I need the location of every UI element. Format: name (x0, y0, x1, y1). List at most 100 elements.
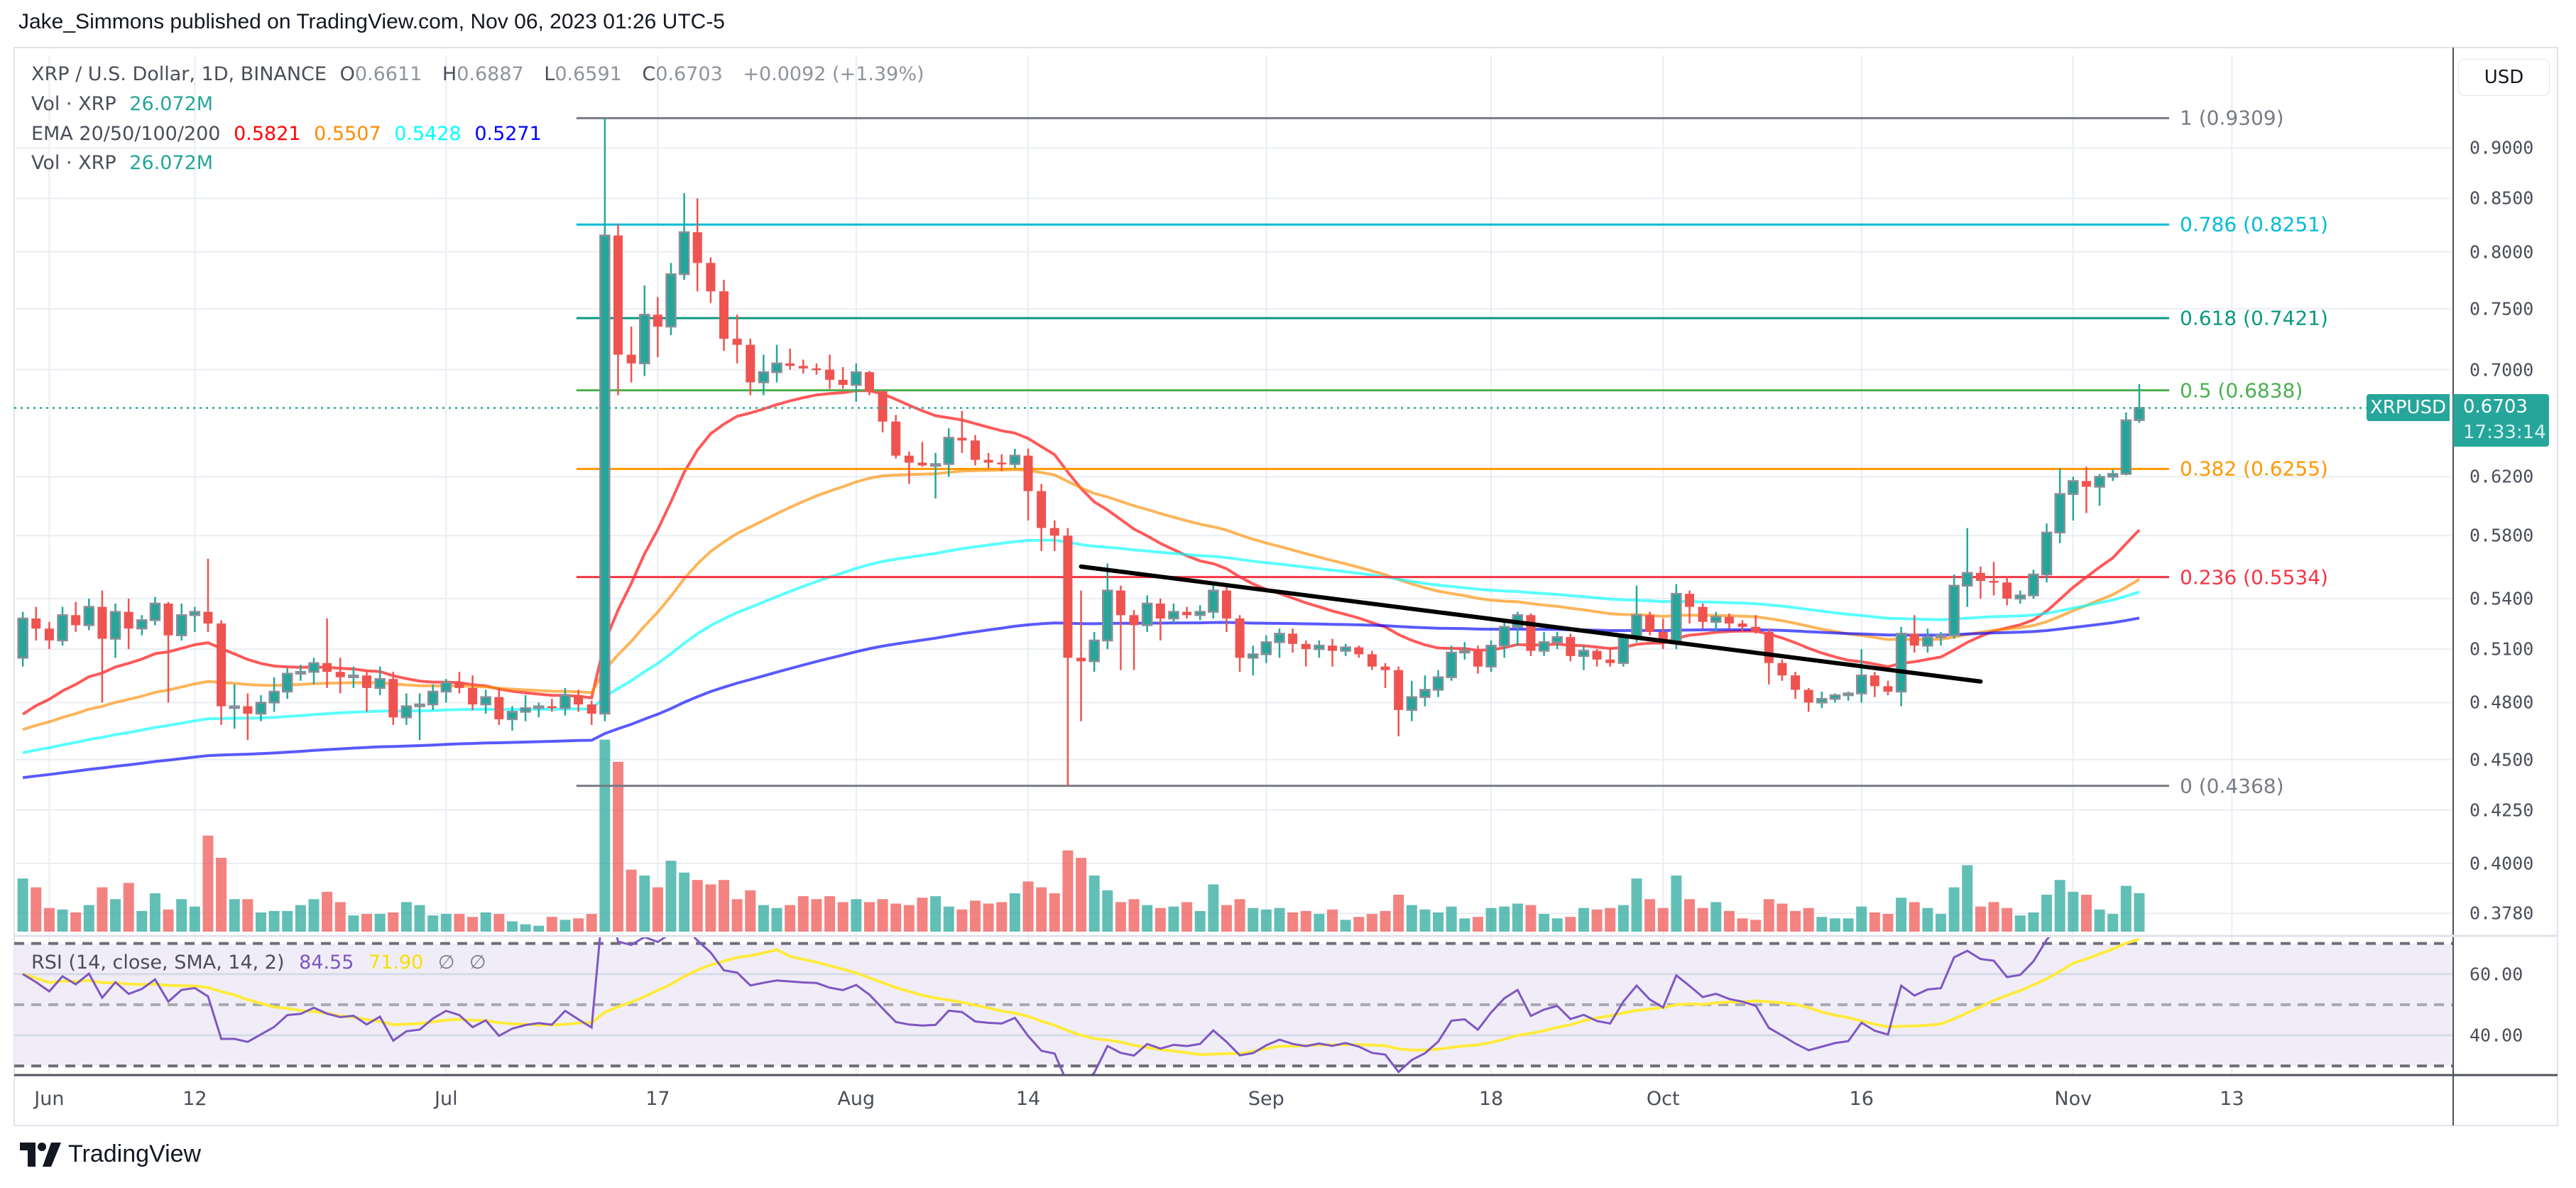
candle (1631, 585, 1642, 643)
candle-body (1498, 626, 1510, 647)
candle-body (1354, 647, 1364, 655)
volume-bar (2080, 895, 2092, 932)
candle (71, 601, 81, 632)
candle (719, 280, 729, 352)
candle (109, 603, 121, 658)
candle (613, 223, 623, 396)
currency-button[interactable]: USD (2458, 59, 2550, 96)
candle-body (1288, 633, 1298, 644)
candle-body (1247, 653, 1259, 659)
volume-bar (70, 912, 82, 932)
candle-body (639, 313, 650, 364)
volume-bar (2134, 893, 2145, 932)
volume-bar (1049, 893, 1060, 932)
tradingview-logo[interactable]: TradingView (20, 1140, 201, 1168)
candle-body (149, 602, 161, 621)
candle (1340, 643, 1351, 656)
candle-body (997, 462, 1007, 465)
candle-body (851, 371, 862, 386)
candle (1685, 590, 1695, 624)
volume-bar (1115, 902, 1126, 932)
candle (2120, 412, 2132, 476)
candle-body (785, 363, 795, 366)
candle-body (719, 291, 729, 339)
candle (494, 687, 504, 725)
candle (1592, 649, 1602, 667)
candle (1247, 645, 1259, 676)
time-tick-label: Jun (34, 1088, 65, 1110)
volume-bar (2041, 895, 2053, 932)
candle (217, 620, 227, 725)
candle (136, 615, 148, 636)
candle (374, 666, 386, 696)
candle-body (1578, 650, 1590, 658)
candle-body (1777, 663, 1787, 676)
volume-bar (388, 912, 399, 932)
candle-body (864, 372, 874, 392)
candle-body (362, 675, 372, 688)
candle (891, 415, 901, 459)
bar-countdown: 17:33:14 (2463, 422, 2546, 444)
candle-body (71, 615, 81, 626)
candle (574, 690, 584, 712)
volume-bar (17, 878, 28, 932)
candle-body (2002, 582, 2012, 599)
open-key: O (339, 63, 355, 85)
volume-legend-2[interactable]: Vol · XRP 26.072M (31, 152, 220, 174)
volume-bar (520, 924, 531, 932)
rsi-tick-label: 60.00 (2469, 964, 2523, 985)
candle (1578, 645, 1590, 670)
candle-body (1605, 659, 1615, 663)
candle (1049, 521, 1059, 551)
candle (255, 695, 267, 721)
volume-bar (1935, 914, 1946, 932)
volume-bar (1446, 906, 1457, 932)
volume-bar (943, 906, 954, 932)
candle (83, 599, 95, 631)
volume-bar (1168, 906, 1179, 932)
volume-bar (797, 896, 809, 932)
price-tick-label: 0.5100 (2469, 638, 2534, 660)
volume-bar (665, 861, 677, 932)
published-caption: Jake_Simmons published on TradingView.co… (18, 10, 725, 33)
fib-level-label: 0.618 (0.7421) (2180, 306, 2328, 330)
candle (533, 702, 545, 718)
volume-bar (1208, 884, 1219, 932)
candle (878, 390, 888, 432)
rsi-sma-line (22, 937, 2140, 1057)
volume-bar (1525, 905, 1537, 932)
rsi-legend[interactable]: RSI (14, close, SMA, 14, 2) 84.55 71.90 … (31, 952, 495, 974)
volume-bar (1790, 910, 1801, 932)
candle (812, 363, 822, 375)
candle-body (904, 455, 914, 463)
candle (1870, 672, 1879, 697)
candle (1314, 640, 1325, 658)
candle-body (917, 462, 927, 466)
symbol-title[interactable]: XRP / U.S. Dollar, 1D, BINANCE (31, 63, 327, 85)
time-tick-label: Oct (1646, 1088, 1680, 1110)
candle-body (1724, 616, 1734, 624)
candle (1485, 640, 1497, 672)
candle (97, 590, 107, 703)
volume-bar (202, 835, 214, 932)
volume-bar (1948, 887, 1960, 932)
candle (665, 263, 677, 335)
volume-legend[interactable]: Vol · XRP 26.072M (31, 93, 220, 115)
candle-body (281, 672, 293, 693)
volume-bar (1539, 914, 1550, 932)
candle-body (440, 682, 452, 693)
candle (864, 371, 874, 396)
volume-bar (374, 914, 386, 932)
ema-legend[interactable]: EMA 20/50/100/200 0.5821 0.5507 0.5428 0… (31, 123, 549, 145)
candle-body (825, 369, 835, 380)
fib-retracement[interactable] (576, 116, 2169, 788)
candle (798, 359, 808, 374)
trendline-drawing[interactable] (1079, 564, 1983, 684)
volume-bar (626, 869, 637, 932)
candle-body (1803, 690, 1813, 703)
price-tick-label: 0.8000 (2469, 241, 2534, 263)
candle (17, 611, 28, 667)
volume-bar (1393, 895, 1404, 932)
candle (414, 693, 425, 741)
